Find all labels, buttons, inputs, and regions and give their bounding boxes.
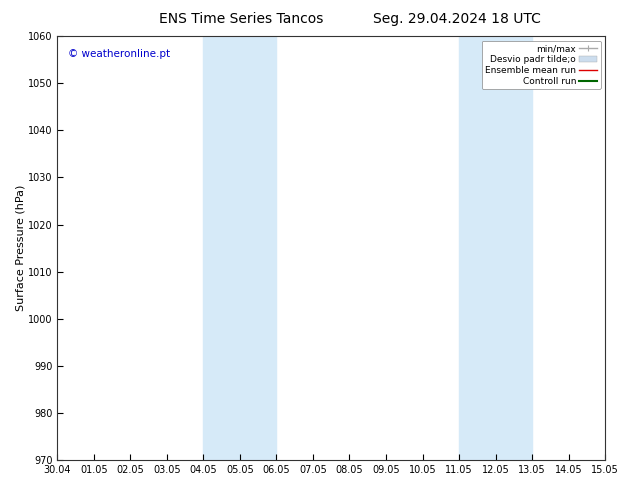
Bar xyxy=(204,36,276,460)
Text: ENS Time Series Tancos: ENS Time Series Tancos xyxy=(158,12,323,26)
Text: © weatheronline.pt: © weatheronline.pt xyxy=(68,49,171,59)
Legend: min/max, Desvio padr tilde;o, Ensemble mean run, Controll run: min/max, Desvio padr tilde;o, Ensemble m… xyxy=(482,41,600,89)
Y-axis label: Surface Pressure (hPa): Surface Pressure (hPa) xyxy=(15,185,25,311)
Bar xyxy=(459,36,532,460)
Text: Seg. 29.04.2024 18 UTC: Seg. 29.04.2024 18 UTC xyxy=(373,12,540,26)
